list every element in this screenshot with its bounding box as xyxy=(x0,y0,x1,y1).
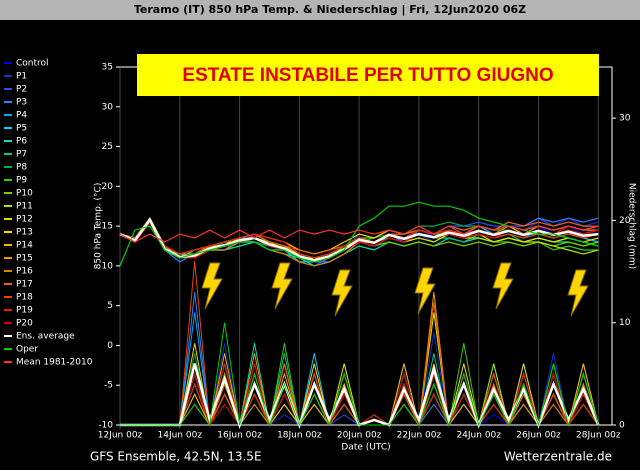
y2-tick-label: 30 xyxy=(619,114,631,124)
legend-label: P11 xyxy=(16,202,33,212)
y-tick-label: 10 xyxy=(102,261,114,271)
title-bar xyxy=(0,0,640,20)
lightning xyxy=(331,269,353,317)
legend-label: P18 xyxy=(16,293,33,303)
lightning xyxy=(567,269,589,317)
chart-title: Teramo (IT) 850 hPa Temp. & Niederschlag… xyxy=(134,3,526,16)
legend-label: P3 xyxy=(16,98,27,108)
legend-label: P15 xyxy=(16,254,33,264)
temp-line xyxy=(119,225,599,243)
x-tick-label: 28Jun 00z xyxy=(576,431,621,441)
legend-label: P16 xyxy=(16,267,33,277)
legend-label: P4 xyxy=(16,111,27,121)
legend-label: P8 xyxy=(16,163,27,173)
x-tick-label: 24Jun 00z xyxy=(456,431,501,441)
lightning-icons xyxy=(201,262,589,317)
y-tick-label: 15 xyxy=(102,222,113,232)
legend-label: P9 xyxy=(16,176,27,186)
lightning xyxy=(201,262,223,310)
legend-label: Oper xyxy=(16,345,38,355)
lightning xyxy=(271,262,293,310)
legend-label: Mean 1981-2010 xyxy=(16,358,93,368)
legend-label: P14 xyxy=(16,241,33,251)
credit: Wetterzentrale.de xyxy=(504,450,612,464)
y-tick-label: 20 xyxy=(102,182,114,192)
precip-line xyxy=(120,322,599,427)
lightning xyxy=(492,262,514,310)
source: GFS Ensemble, 42.5N, 13.5E xyxy=(90,450,262,464)
y2-tick-label: 20 xyxy=(619,216,631,226)
y-tick-label: -5 xyxy=(104,381,113,391)
legend-label: P13 xyxy=(16,228,33,238)
x-tick-label: 12Jun 00z xyxy=(98,431,143,441)
legend-label: P1 xyxy=(16,72,27,82)
y-tick-label: 0 xyxy=(107,341,113,351)
y-tick-label: 25 xyxy=(102,142,113,152)
annotation: ESTATE INSTABILE PER TUTTO GIUGNO xyxy=(182,65,553,86)
legend-label: P10 xyxy=(16,189,33,199)
legend-label: P2 xyxy=(16,85,27,95)
legend-label: P5 xyxy=(16,124,27,134)
legend-label: P17 xyxy=(16,280,33,290)
x-tick-label: 18Jun 00z xyxy=(277,431,322,441)
y2-axis-label: Niederschlag (mm) xyxy=(627,183,637,269)
y2-tick-label: 10 xyxy=(619,318,631,328)
y-tick-label: 5 xyxy=(107,301,113,311)
y-tick-label: 35 xyxy=(102,63,113,73)
y-axis-label: 850 hPa Temp. (°C) xyxy=(94,183,104,270)
x-tick-label: 20Jun 00z xyxy=(337,431,382,441)
banner xyxy=(137,54,599,96)
y2-tick-label: 0 xyxy=(619,421,625,431)
legend-label: P19 xyxy=(16,306,33,316)
lightning xyxy=(414,267,436,315)
y-tick-label: -10 xyxy=(98,421,113,431)
legend-label: Ens. average xyxy=(16,332,75,342)
x-tick-label: 26Jun 00z xyxy=(516,431,561,441)
legend-label: P6 xyxy=(16,137,27,147)
legend-label: P20 xyxy=(16,319,33,329)
plot xyxy=(119,67,600,429)
x-tick-label: 14Jun 00z xyxy=(158,431,203,441)
x-axis-label: Date (UTC) xyxy=(341,443,390,453)
x-tick-label: 22Jun 00z xyxy=(397,431,442,441)
legend-label: P7 xyxy=(16,150,27,160)
y-tick-label: 30 xyxy=(102,102,114,112)
x-tick-label: 16Jun 00z xyxy=(217,431,262,441)
legend-label: Control xyxy=(16,59,49,69)
legend-label: P12 xyxy=(16,215,33,225)
